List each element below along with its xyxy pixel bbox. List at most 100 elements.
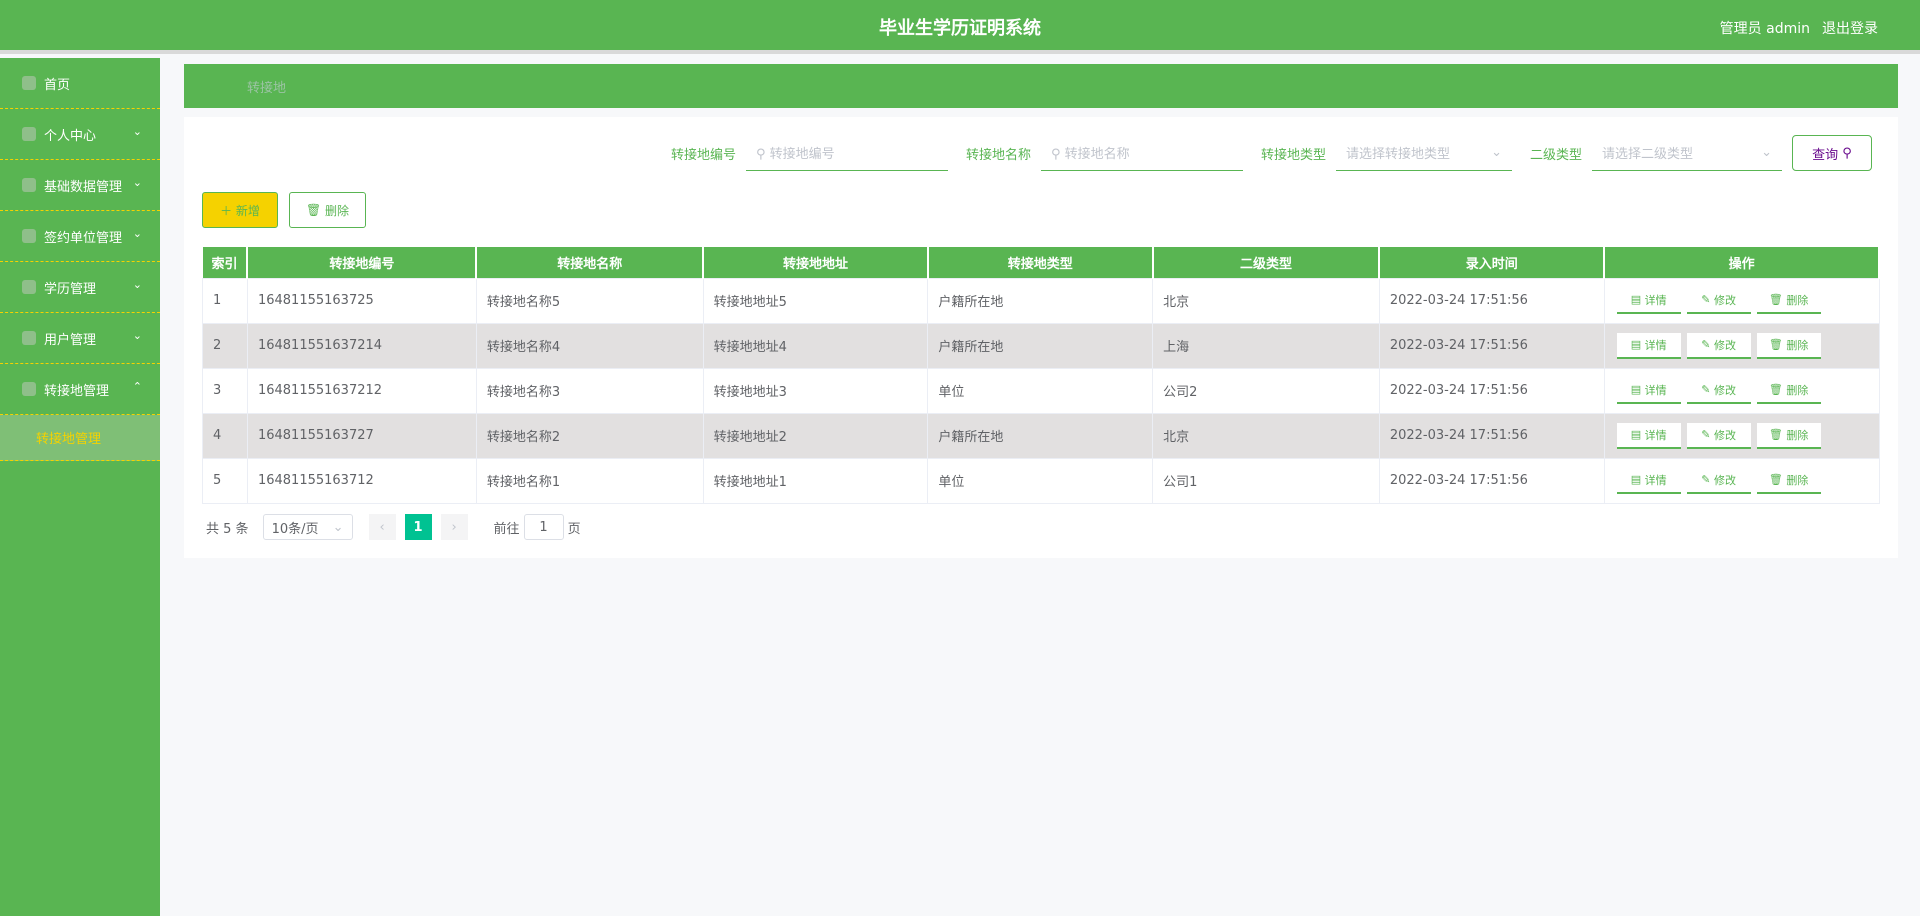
name-input[interactable]: ⚲ 转接地名称 [1040, 135, 1243, 171]
edit-button[interactable]: ✎ 修改 [1686, 377, 1751, 404]
chevron-icon: ⌄ [132, 125, 142, 138]
document-icon: ▤ [1630, 473, 1645, 486]
sub-type-select[interactable]: 请选择二级类型 ⌄ [1592, 135, 1782, 171]
breadcrumb: 转接地 [184, 64, 1898, 108]
edit-button[interactable]: ✎ 修改 [1686, 287, 1751, 314]
search-icon: ⚲ [1838, 145, 1852, 161]
actions-cell: ▤ 详情 ✎ 修改 🗑 删除 [1603, 277, 1880, 324]
detail-button[interactable]: ▤ 详情 [1616, 332, 1681, 359]
table-cell: 2022-03-24 17:51:56 [1378, 412, 1605, 459]
edit-icon: ✎ [1701, 383, 1715, 396]
sidebar-item-6[interactable]: 转接地管理 ⌃ [0, 364, 160, 415]
table-cell: 3 [202, 367, 248, 414]
name-label: 转接地名称 [965, 147, 1031, 163]
sidebar-item-label: 个人中心 [44, 128, 97, 144]
edit-button[interactable]: ✎ 修改 [1686, 422, 1751, 449]
detail-button[interactable]: ▤ 详情 [1616, 377, 1681, 404]
prev-page-button[interactable]: ‹ [368, 514, 396, 540]
table-cell: 转接地地址3 [702, 367, 929, 414]
goto-page-input[interactable]: 1 [523, 514, 564, 540]
table-cell: 户籍所在地 [927, 322, 1154, 369]
table-cell: 16481155163712 [246, 457, 477, 504]
chevron-icon: ⌄ [132, 329, 142, 342]
sidebar-item-label: 转接地管理 [44, 383, 110, 399]
chevron-down-icon: ⌄ [1761, 145, 1772, 160]
add-button[interactable]: ＋ 新增 [202, 192, 278, 228]
users-icon [22, 331, 36, 345]
detail-button[interactable]: ▤ 详情 [1616, 467, 1681, 494]
chevron-icon: ⌄ [132, 227, 142, 240]
graduation-icon [22, 280, 36, 294]
info-icon [22, 178, 36, 192]
sidebar-item-label: 用户管理 [44, 332, 97, 348]
sidebar-item-4[interactable]: 学历管理 ⌄ [0, 262, 160, 313]
table-cell: 转接地名称2 [475, 412, 704, 459]
plus-icon: ＋ [220, 203, 236, 218]
sidebar-item-label: 基础数据管理 [44, 179, 123, 195]
table-cell: 转接地地址5 [702, 277, 929, 324]
edit-icon: ✎ [1701, 473, 1715, 486]
app-title: 毕业生学历证明系统 [879, 18, 1041, 39]
sidebar-item-0[interactable]: 首页 [0, 58, 160, 109]
table-cell: 户籍所在地 [927, 277, 1154, 324]
page-1-button[interactable]: 1 [404, 514, 432, 540]
page-size-select[interactable]: 10条/页 ⌄ [262, 514, 353, 540]
delete-row-button[interactable]: 🗑 删除 [1756, 377, 1821, 404]
edit-icon: ✎ [1701, 428, 1715, 441]
trash-icon: 🗑 [305, 203, 326, 217]
sidebar-item-5[interactable]: 用户管理 ⌄ [0, 313, 160, 364]
page-suffix: 页 [567, 521, 581, 537]
table-row: 4 16481155163727 转接地名称2 转接地地址2 户籍所在地 北京 2022-0… [202, 412, 1880, 459]
sidebar-item-2[interactable]: 基础数据管理 ⌄ [0, 160, 160, 211]
data-table: 索引 转接地编号 转接地名称 转接地地址 转接地类型 二级类型 录入时间 操作 1 164811… [202, 247, 1880, 504]
user-icon [22, 127, 36, 141]
edit-icon: ✎ [1701, 338, 1715, 351]
delete-row-button[interactable]: 🗑 删除 [1756, 332, 1821, 359]
code-label: 转接地编号 [670, 147, 736, 163]
table-cell: 公司1 [1152, 457, 1380, 504]
column-header: 转接地名称 [476, 247, 705, 278]
edit-icon: ✎ [1701, 293, 1715, 306]
chevron-right-icon: › [451, 519, 457, 535]
query-button[interactable]: 查询 ⚲ [1792, 135, 1872, 171]
delete-row-button[interactable]: 🗑 删除 [1756, 422, 1821, 449]
sidebar-item-label: 首页 [44, 77, 71, 93]
code-input[interactable]: ⚲ 转接地编号 [745, 135, 948, 171]
edit-button[interactable]: ✎ 修改 [1686, 332, 1751, 359]
table-cell: 2022-03-24 17:51:56 [1378, 277, 1605, 324]
delete-row-button[interactable]: 🗑 删除 [1756, 287, 1821, 314]
search-bar: 转接地编号 ⚲ 转接地编号 转接地名称 ⚲ 转接地名称 转接地类型 请选择转接地… [653, 135, 1872, 171]
column-header: 转接地地址 [703, 247, 929, 278]
sidebar-item-3[interactable]: 签约单位管理 ⌄ [0, 211, 160, 262]
chevron-icon: ⌃ [132, 380, 142, 393]
detail-button[interactable]: ▤ 详情 [1616, 287, 1681, 314]
logout-button[interactable]: 退出登录 [1822, 21, 1878, 37]
column-header: 操作 [1604, 247, 1880, 278]
delete-button[interactable]: 🗑 删除 [289, 192, 366, 228]
actions-cell: ▤ 详情 ✎ 修改 🗑 删除 [1603, 322, 1880, 369]
table-cell: 2022-03-24 17:51:56 [1378, 457, 1605, 504]
document-icon: ▤ [1630, 428, 1645, 441]
document-icon: ▤ [1630, 293, 1645, 306]
chevron-icon: ⌄ [132, 278, 142, 291]
next-page-button[interactable]: › [440, 514, 468, 540]
sidebar-subitem-transfer[interactable]: 转接地管理 [0, 415, 160, 461]
table-cell: 户籍所在地 [927, 412, 1154, 459]
chevron-left-icon: ‹ [379, 519, 385, 535]
table-cell: 4 [202, 412, 248, 459]
table-row: 2 164811551637214 转接地名称4 转接地地址4 户籍所在地 上海 2022-… [202, 322, 1880, 369]
table-cell: 164811551637212 [246, 367, 477, 414]
goto-label: 前往 [493, 521, 520, 537]
type-select[interactable]: 请选择转接地类型 ⌄ [1335, 135, 1512, 171]
delete-row-button[interactable]: 🗑 删除 [1756, 467, 1821, 494]
table-cell: 转接地名称4 [475, 322, 704, 369]
document-icon: ▤ [1630, 338, 1645, 351]
edit-button[interactable]: ✎ 修改 [1686, 467, 1751, 494]
column-header: 索引 [202, 247, 249, 278]
chevron-icon: ⌄ [132, 176, 142, 189]
trash-icon: 🗑 [1768, 428, 1787, 441]
detail-button[interactable]: ▤ 详情 [1616, 422, 1681, 449]
table-cell: 单位 [927, 457, 1154, 504]
building-icon [22, 229, 36, 243]
sidebar-item-1[interactable]: 个人中心 ⌄ [0, 109, 160, 160]
